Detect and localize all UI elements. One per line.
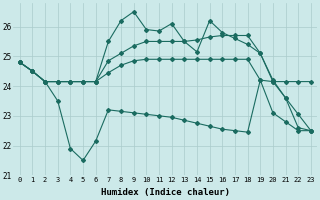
X-axis label: Humidex (Indice chaleur): Humidex (Indice chaleur) — [101, 188, 230, 197]
